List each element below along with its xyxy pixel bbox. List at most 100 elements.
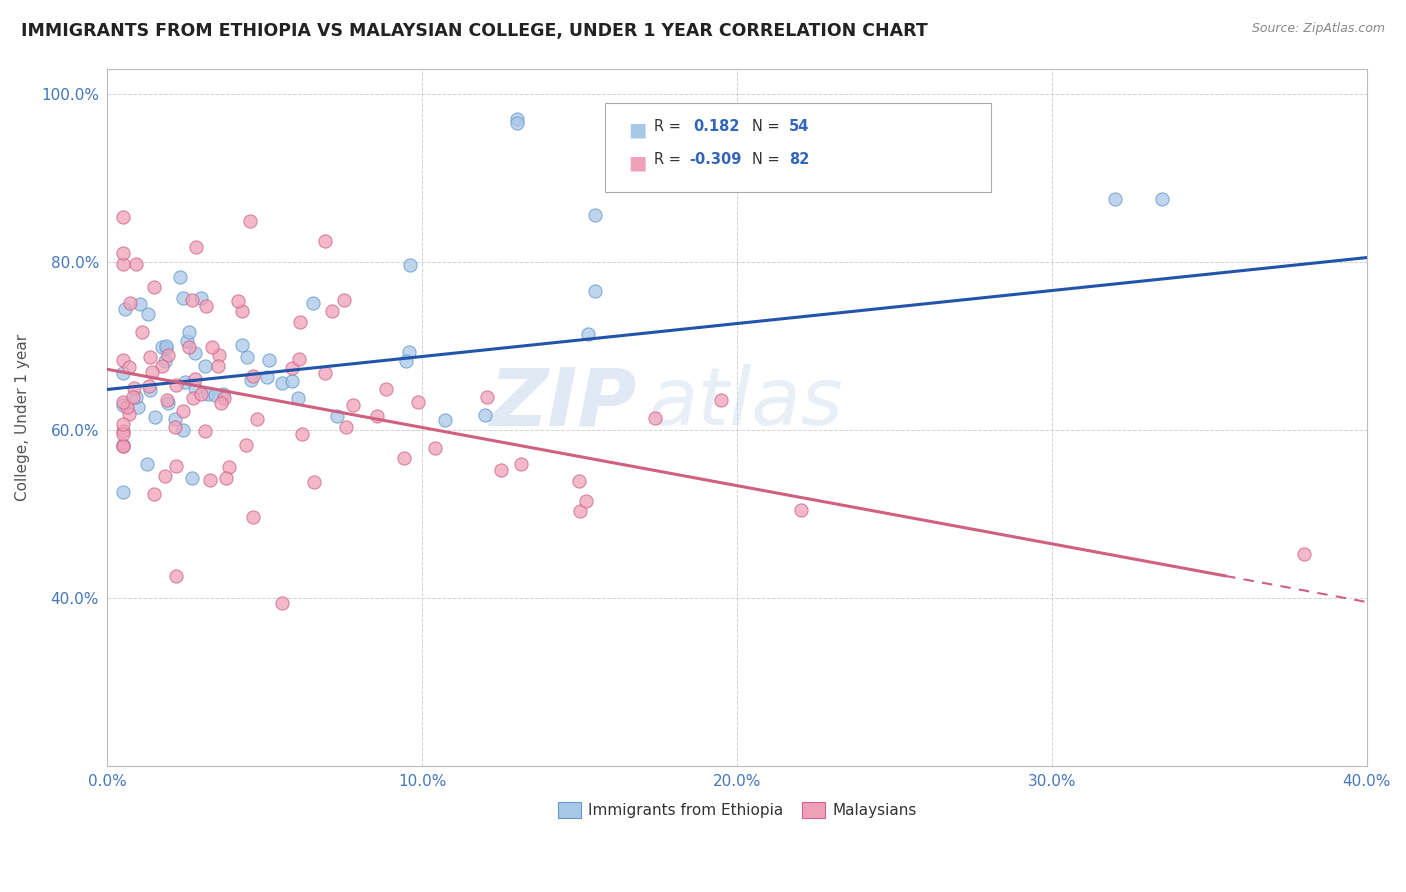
Point [474, 408, 496, 422]
Point [125, 390, 148, 404]
Point [181, 392, 204, 406]
Point [124, 381, 146, 395]
Point [112, 246, 135, 260]
Point [509, 457, 531, 471]
Text: 82: 82 [789, 152, 808, 167]
Point [208, 348, 231, 362]
Point [181, 293, 204, 308]
Point [288, 315, 311, 329]
Point [112, 398, 135, 412]
Point [291, 427, 314, 442]
Point [150, 359, 173, 373]
Point [139, 384, 162, 398]
Point [325, 409, 347, 423]
Point [179, 340, 201, 354]
Point [112, 210, 135, 224]
Text: IMMIGRANTS FROM ETHIOPIA VS MALAYSIAN COLLEGE, UNDER 1 YEAR CORRELATION CHART: IMMIGRANTS FROM ETHIOPIA VS MALAYSIAN CO… [21, 22, 928, 40]
Point [150, 340, 173, 354]
Point [209, 396, 232, 410]
Point [129, 297, 152, 311]
Point [304, 475, 326, 490]
Point [112, 439, 135, 453]
Point [790, 503, 813, 517]
Point [271, 596, 294, 610]
Point [112, 353, 135, 368]
Point [143, 280, 166, 294]
Point [314, 234, 336, 248]
Point [242, 368, 264, 383]
Point [183, 346, 205, 360]
Point [1104, 192, 1126, 206]
Point [112, 395, 135, 409]
Point [112, 417, 135, 431]
Point [585, 284, 607, 298]
Point [207, 359, 229, 374]
Point [392, 450, 415, 465]
Point [118, 295, 141, 310]
Point [190, 387, 212, 401]
Point [332, 293, 354, 307]
Point [118, 360, 141, 375]
Point [112, 438, 135, 452]
Point [172, 291, 194, 305]
Text: N =: N = [752, 152, 785, 167]
Point [112, 439, 135, 453]
Point [127, 401, 149, 415]
Point [194, 359, 217, 373]
Point [575, 494, 598, 508]
Point [125, 257, 148, 271]
Point [131, 326, 153, 340]
Point [181, 471, 204, 485]
Point [287, 352, 309, 367]
Point [395, 354, 418, 368]
Point [231, 303, 253, 318]
Point [165, 568, 187, 582]
Point [399, 258, 422, 272]
Text: R =: R = [654, 119, 685, 134]
Point [475, 390, 498, 404]
Text: -0.309: -0.309 [689, 152, 741, 167]
Point [235, 350, 257, 364]
Point [366, 409, 388, 423]
Point [201, 340, 224, 354]
Point [200, 473, 222, 487]
Point [239, 373, 262, 387]
Point [112, 424, 135, 438]
Point [197, 387, 219, 401]
Point [184, 372, 207, 386]
Point [335, 419, 357, 434]
Point [163, 419, 186, 434]
Point [138, 379, 160, 393]
Point [143, 487, 166, 501]
Point [321, 304, 343, 318]
Text: Source: ZipAtlas.com: Source: ZipAtlas.com [1251, 22, 1385, 36]
Point [172, 404, 194, 418]
Point [231, 338, 253, 352]
Point [179, 325, 201, 339]
Point [165, 377, 187, 392]
Point [112, 485, 135, 500]
Point [190, 291, 212, 305]
Point [136, 307, 159, 321]
Point [112, 427, 135, 442]
Point [433, 412, 456, 426]
Point [259, 352, 281, 367]
Point [169, 270, 191, 285]
Point [118, 407, 141, 421]
Text: atlas: atlas [650, 364, 844, 442]
Point [194, 424, 217, 438]
Point [112, 366, 135, 380]
Point [143, 409, 166, 424]
Point [314, 366, 336, 380]
Point [301, 296, 323, 310]
Point [342, 398, 364, 412]
Point [226, 293, 249, 308]
Point [194, 300, 217, 314]
Point [155, 341, 177, 355]
Text: ■: ■ [628, 153, 647, 172]
Point [135, 457, 157, 471]
Point [112, 257, 135, 271]
Point [122, 390, 145, 404]
Point [155, 468, 177, 483]
Point [374, 382, 396, 396]
